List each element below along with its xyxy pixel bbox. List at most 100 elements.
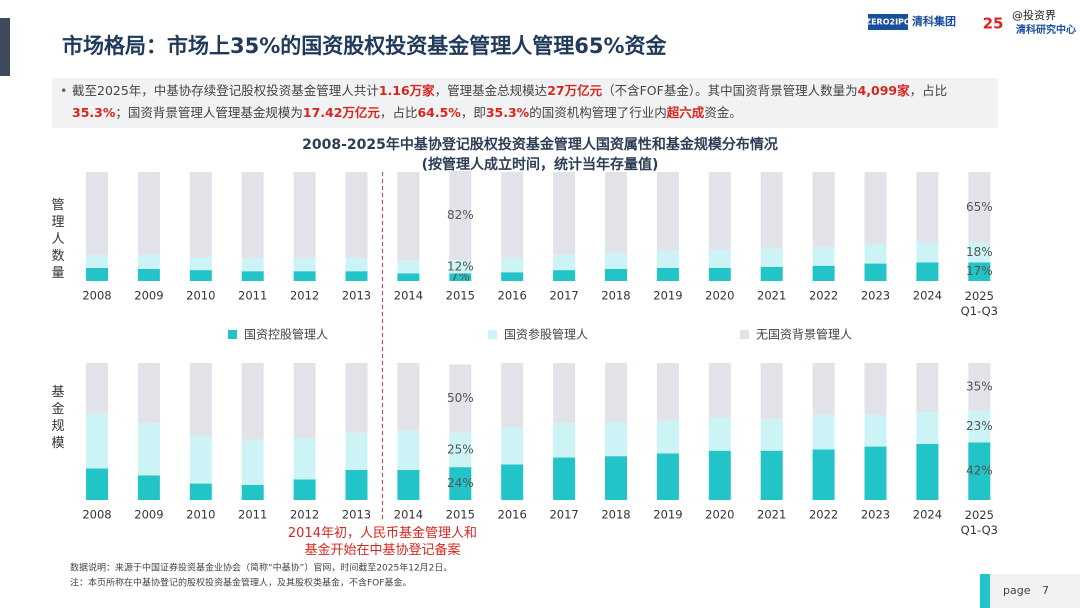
bar-segment	[189, 435, 212, 484]
bar-segment	[605, 269, 627, 281]
chart-subtitle: (按管理人成立时间，统计当年存量值)	[422, 156, 659, 173]
bullet-text: （不含FOF基金）。其中国资背景管理人数量为	[602, 83, 858, 98]
x-tick-label: 2012	[290, 289, 319, 303]
x-tick-label: 2008	[82, 289, 111, 303]
x-tick-label: 2011	[238, 289, 267, 303]
bullet-text: ，占比	[379, 105, 418, 120]
accent-bar	[0, 18, 10, 76]
x-tick-label: 2009	[134, 508, 163, 522]
bar-segment	[137, 423, 160, 476]
bar-segment	[812, 415, 835, 450]
x-tick-label: 2016	[498, 289, 527, 303]
x-tick-label: 2010	[186, 289, 215, 303]
bar-segment	[449, 467, 472, 500]
x-tick-label: 2017	[549, 508, 578, 522]
bar-segment	[397, 172, 420, 261]
x-tick-label: 2021	[757, 289, 786, 303]
bullet-text: 的国资机构管理了行业内	[529, 105, 667, 120]
legend-label: 国资参股管理人	[504, 327, 588, 342]
logo-group: 清科集团	[912, 14, 956, 28]
page-number: 7	[1042, 584, 1049, 597]
x-tick-label: 2010	[186, 508, 215, 522]
bar-segment	[605, 456, 627, 500]
bar-segment	[553, 270, 576, 281]
bar-segment	[137, 254, 160, 270]
bar-segment	[86, 254, 108, 268]
data-label: 82%	[447, 208, 474, 222]
logo-box	[868, 14, 908, 30]
bar-segment	[864, 363, 887, 416]
bar-segment	[189, 483, 212, 500]
x-tick-label: 2016	[498, 508, 527, 522]
bullet-text: ；国资背景管理人管理基金规模为	[115, 105, 303, 120]
x-tick-label: 2017	[549, 289, 578, 303]
bar-segment	[916, 443, 939, 500]
bar-segment	[241, 439, 264, 485]
bar-segment	[708, 249, 731, 268]
bar-segment	[345, 432, 368, 470]
data-label: 12%	[447, 259, 474, 273]
bar-segment	[656, 267, 679, 281]
bar-segment	[656, 172, 679, 251]
bar-segment	[708, 417, 731, 451]
x-tick-label: 2013	[342, 289, 371, 303]
bar-segment	[656, 453, 679, 500]
bar-segment	[760, 248, 783, 267]
bar-segment	[241, 172, 264, 259]
bar-segment	[86, 267, 108, 281]
logo-anniv: 25	[983, 15, 1004, 33]
bar-segment	[86, 468, 108, 500]
x-tick-label: 2020	[705, 508, 734, 522]
bullet-text: 资金。	[704, 105, 742, 120]
data-label: 23%	[966, 419, 993, 433]
highlight-text: 64.5%	[417, 105, 461, 120]
highlight-text: 1.16万家	[378, 83, 435, 98]
data-label: 50%	[447, 391, 474, 405]
bar-segment	[605, 252, 627, 270]
bar-segment	[864, 415, 887, 447]
legend-swatch	[740, 330, 749, 339]
highlight-text: 17.42万亿元	[302, 105, 380, 120]
data-label: 65%	[966, 200, 993, 214]
bar-segment	[553, 363, 576, 424]
bar-segment	[916, 242, 939, 263]
slide-title: 市场格局：市场上35%的国资股权投资基金管理人管理65%资金	[62, 34, 668, 58]
bar-segment	[968, 363, 991, 411]
bar-segment	[293, 271, 316, 281]
bar-segment	[760, 450, 783, 500]
bar-segment	[189, 363, 212, 436]
bar-segment	[760, 172, 783, 249]
bullet-text: ，占比	[909, 83, 948, 98]
logo-research: 清科研究中心	[1016, 23, 1076, 36]
bar-segment	[293, 363, 316, 439]
x-tick-label: 2023	[861, 508, 890, 522]
logo-en: ZERO2IPO	[865, 18, 911, 27]
bar-segment	[241, 363, 264, 440]
bar-segment	[812, 172, 835, 248]
bar-segment	[812, 449, 835, 500]
bar-segment	[760, 419, 783, 451]
data-label: 42%	[966, 464, 993, 478]
bar-segment	[86, 413, 108, 469]
highlight-text: 27万亿元	[547, 83, 603, 98]
x-tick-label: 2022	[809, 508, 838, 522]
bar-segment	[605, 172, 627, 253]
bar-segment	[812, 247, 835, 266]
bar-segment	[656, 250, 679, 268]
bar-segment	[916, 412, 939, 444]
bar-segment	[345, 271, 368, 281]
bar-segment	[501, 272, 524, 281]
bar-segment	[656, 420, 679, 454]
bar-segment	[501, 464, 524, 500]
bullet-text: ，即	[460, 105, 486, 120]
data-label: 35%	[966, 379, 993, 393]
bar-segment	[345, 363, 368, 433]
bar-segment	[345, 258, 368, 272]
bar-segment	[864, 263, 887, 281]
bar-segment	[345, 469, 368, 500]
y-axis-label: 管理人数量	[51, 198, 64, 281]
bar-segment	[241, 258, 264, 272]
bar-segment	[605, 363, 627, 422]
bar-segment	[968, 172, 991, 243]
